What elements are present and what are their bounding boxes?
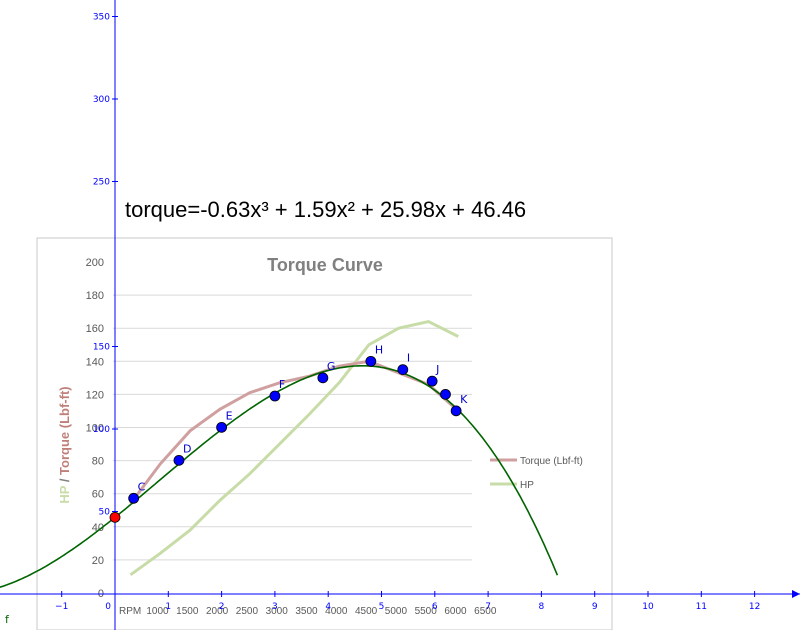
x-tick-label: 3: [272, 602, 278, 612]
chart-x-tick: 3000: [266, 606, 289, 617]
chart-y-tick: 160: [86, 323, 104, 335]
legend-entry: Torque (Lbf-ft): [520, 456, 583, 467]
chart-title: Torque Curve: [267, 255, 383, 275]
y-tick-label: 350: [93, 13, 110, 23]
y-tick-label: 150: [93, 343, 110, 353]
chart-x-tick: 4000: [325, 606, 348, 617]
y-tick-label: 100: [93, 425, 110, 435]
chart-x-tick: 5000: [385, 606, 408, 617]
data-point[interactable]: [269, 390, 281, 402]
x-axis-arrow: [792, 590, 800, 598]
chart-x-tick: 3500: [295, 606, 318, 617]
ylabel-separator: /: [57, 475, 72, 486]
chart-y-tick: 200: [86, 257, 104, 269]
y-tick-label: 50: [99, 508, 111, 518]
geogebra-x-ticks: −1 1 2 3 4 5 6 7 8 9 10 11 120: [55, 591, 760, 612]
data-point[interactable]: [450, 405, 462, 417]
data-point[interactable]: [365, 355, 377, 367]
data-point[interactable]: [397, 364, 409, 376]
geogebra-y-ticks: 50 100 150 250 300 350: [93, 13, 118, 518]
hp-series-line: [129, 320, 459, 577]
data-point-label: F: [279, 378, 285, 391]
chart-x-tick: 1000: [146, 606, 169, 617]
x-tick-label: 12: [749, 602, 760, 612]
chart-x-tick: 6500: [474, 606, 497, 617]
origin-label: 0: [105, 602, 111, 612]
chart-y-tick: 120: [86, 389, 104, 401]
chart-x-tick: 5500: [415, 606, 438, 617]
ylabel-torque: Torque (Lbf-ft): [57, 386, 72, 475]
data-point-label: K: [460, 393, 468, 406]
chart-x-tick: 1500: [176, 606, 199, 617]
x-tick-label: 1: [165, 602, 171, 612]
chart-y-tick: 20: [92, 555, 104, 567]
x-tick-label: 9: [592, 602, 598, 612]
chart-y-tick: 40: [92, 522, 104, 534]
data-point[interactable]: [216, 421, 228, 433]
data-point-label: G: [327, 360, 336, 373]
legend-entry: HP: [520, 480, 534, 491]
ylabel-hp: HP: [57, 485, 72, 503]
chart-y-tick: 100: [86, 423, 104, 435]
data-point[interactable]: [317, 372, 329, 384]
intercept-point[interactable]: [109, 511, 121, 523]
chart-x-tick: 4500: [355, 606, 378, 617]
data-point-label: D: [183, 442, 191, 455]
chart-y-tick: 60: [92, 489, 104, 501]
y-tick-label: 300: [93, 95, 110, 105]
data-point-label: J: [435, 363, 439, 376]
x-tick-label: 2: [219, 602, 225, 612]
chart-y-tick: 80: [92, 456, 104, 468]
x-tick-label: 10: [642, 602, 654, 612]
chart-x-tick: 2000: [206, 606, 229, 617]
function-label: f: [5, 613, 10, 626]
chart-x-tick: 2500: [236, 606, 259, 617]
data-points[interactable]: C D E F G H I J K: [109, 343, 468, 523]
data-point-label: H: [375, 343, 383, 356]
chart-x-tick-labels: RPM 1000 1500 2000 2500 3000 3500 4000 4500 5000 5…: [119, 606, 497, 617]
data-point[interactable]: [128, 492, 140, 504]
x-tick-label: 11: [696, 602, 707, 612]
x-tick-label: −1: [55, 602, 68, 612]
y-tick-label: 250: [93, 178, 110, 188]
chart-y-tick: 180: [86, 290, 104, 302]
data-point-label: C: [138, 480, 146, 493]
equation-text: torque=-0.63x³ + 1.59x² + 25.98x + 46.46: [125, 197, 527, 222]
x-tick-label: 8: [539, 602, 545, 612]
chart-y-axis-label: HP / Torque (Lbf-ft): [57, 386, 72, 503]
data-point[interactable]: [426, 375, 438, 387]
x-tick-label: 7: [485, 602, 491, 612]
chart-gridlines: [113, 294, 472, 561]
chart-y-tick: 140: [86, 356, 104, 368]
chart-x-axis-label: RPM: [119, 606, 141, 617]
torque-chart-image: Torque Curve 0 20 40 60 80 100 120 140 160 180 200…: [36, 237, 613, 631]
x-tick-label: 6: [432, 602, 438, 612]
chart-background: [36, 237, 613, 631]
data-point-label: I: [407, 352, 410, 365]
chart-x-tick: 6000: [444, 606, 467, 617]
data-point[interactable]: [440, 388, 451, 400]
x-tick-label: 5: [379, 602, 385, 612]
x-tick-label: 4: [325, 602, 331, 612]
data-point-label: E: [226, 409, 233, 422]
data-point[interactable]: [173, 454, 185, 466]
